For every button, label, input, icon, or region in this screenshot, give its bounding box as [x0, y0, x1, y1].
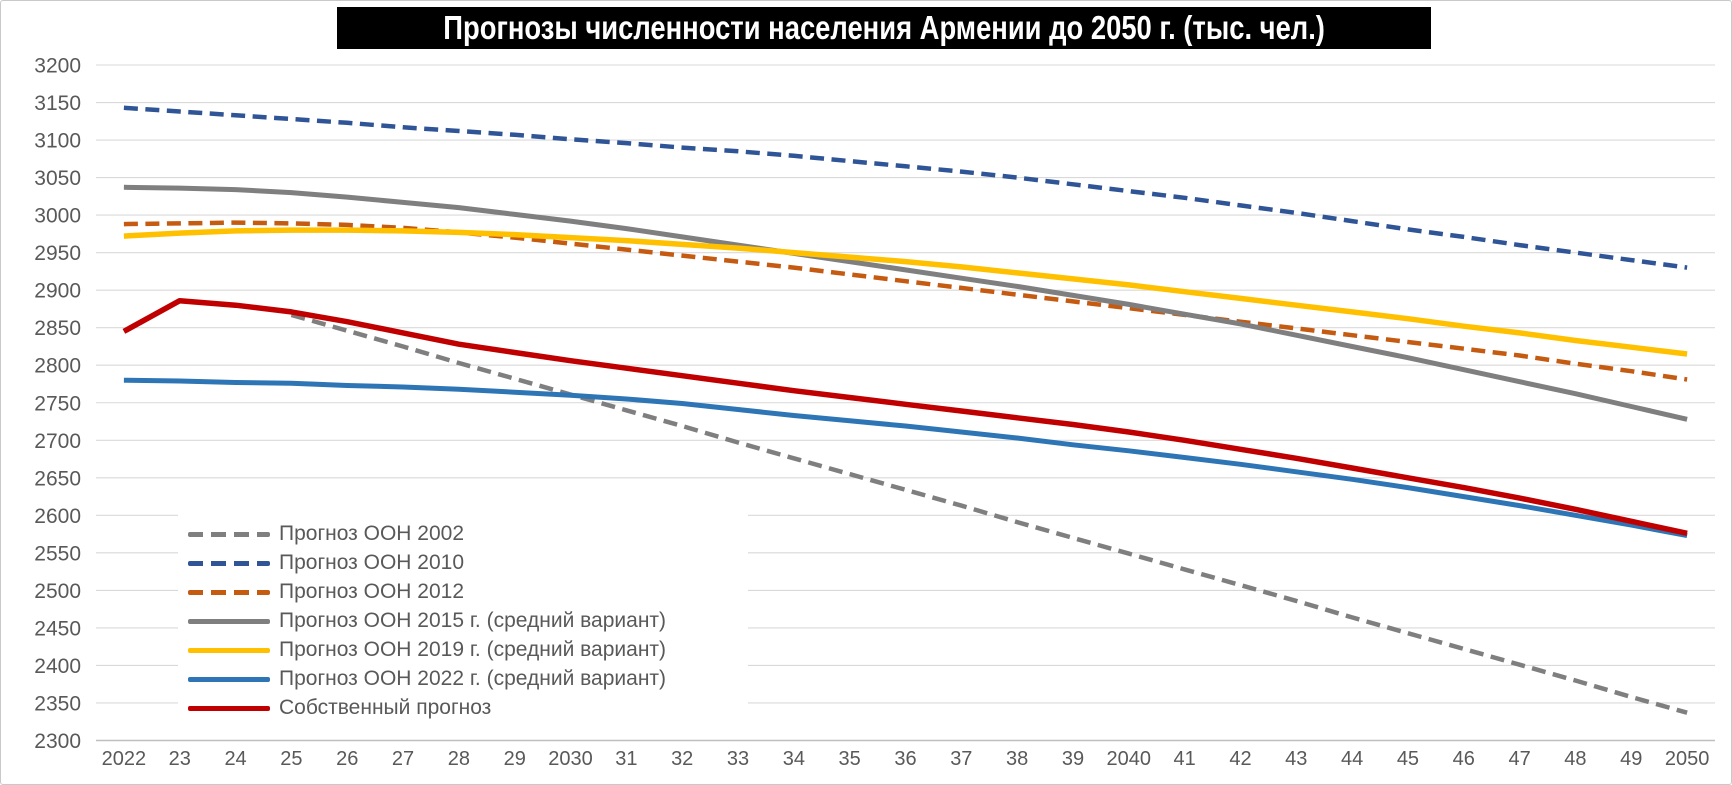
- y-tick-label: 3200: [34, 55, 81, 78]
- legend-label: Прогноз ООН 2015 г. (средний вариант): [279, 609, 667, 632]
- y-tick-label: 2350: [34, 692, 81, 715]
- legend-swatch: [188, 618, 270, 624]
- x-tick-label: 2030: [548, 748, 593, 770]
- x-tick-label: 26: [336, 748, 358, 770]
- series-line: [123, 105, 1688, 270]
- legend-label: Прогноз ООН 2010: [279, 551, 465, 574]
- y-tick-label: 2750: [34, 392, 81, 415]
- legend: Прогноз ООН 2002 Прогноз ООН 2010 Прогноз …: [178, 506, 748, 736]
- x-tick-label: 47: [1508, 748, 1530, 770]
- y-tick-label: 2300: [34, 730, 81, 753]
- legend-swatch: [188, 560, 270, 566]
- y-tick-label: 3050: [34, 167, 81, 190]
- legend-item: Прогноз ООН 2022 г. (средний вариант): [188, 665, 748, 694]
- y-tick-label: 2900: [34, 280, 81, 303]
- legend-item: Прогноз ООН 2010: [188, 549, 748, 578]
- x-tick-label: 49: [1620, 748, 1642, 770]
- legend-item: Прогноз ООН 2012: [188, 578, 748, 607]
- chart-title-bar: Прогнозы численности населения Армении д…: [337, 7, 1431, 49]
- y-tick-label: 3150: [34, 92, 81, 115]
- x-tick-label: 44: [1341, 748, 1363, 770]
- legend-item: Прогноз ООН 2019 г. (средний вариант): [188, 636, 748, 665]
- x-tick-label: 36: [894, 748, 916, 770]
- x-tick-label: 35: [839, 748, 861, 770]
- x-tick-label: 38: [1006, 748, 1028, 770]
- x-tick-label: 45: [1397, 748, 1419, 770]
- x-tick-label: 27: [392, 748, 414, 770]
- series-line: [290, 312, 1688, 715]
- y-tick-label: 2950: [34, 242, 81, 265]
- chart-title: Прогнозы численности населения Армении д…: [443, 9, 1325, 46]
- legend-label: Прогноз ООН 2002: [279, 522, 465, 545]
- series-line: [122, 297, 1688, 536]
- y-tick-label: 3000: [34, 205, 81, 228]
- x-tick-label: 33: [727, 748, 749, 770]
- x-tick-label: 46: [1453, 748, 1475, 770]
- x-tick-label: 39: [1062, 748, 1084, 770]
- x-tick-label: 24: [224, 748, 246, 770]
- legend-swatch: [188, 676, 270, 682]
- legend-item: Прогноз ООН 2002: [188, 520, 748, 549]
- x-tick-label: 2040: [1107, 748, 1152, 770]
- series-line: [123, 184, 1688, 422]
- y-tick-label: 2400: [34, 655, 81, 678]
- legend-swatch: [188, 705, 270, 711]
- x-tick-label: 23: [169, 748, 191, 770]
- y-tick-label: 2800: [34, 355, 81, 378]
- x-tick-label: 31: [615, 748, 637, 770]
- legend-item: Прогноз ООН 2015 г. (средний вариант): [188, 607, 748, 636]
- legend-label: Прогноз ООН 2012: [279, 580, 465, 603]
- x-tick-label: 28: [448, 748, 470, 770]
- x-tick-label: 42: [1229, 748, 1251, 770]
- x-tick-label: 25: [280, 748, 302, 770]
- y-tick-label: 2700: [34, 430, 81, 453]
- x-tick-label: 32: [671, 748, 693, 770]
- y-tick-label: 2450: [34, 617, 81, 640]
- y-tick-label: 2500: [34, 580, 81, 603]
- series-line: [123, 377, 1688, 539]
- x-tick-label: 48: [1564, 748, 1586, 770]
- x-tick-label: 2050: [1665, 748, 1710, 770]
- x-tick-label: 29: [504, 748, 526, 770]
- x-tick-label: 41: [1174, 748, 1196, 770]
- series-line: [123, 227, 1688, 357]
- legend-label: Собственный прогноз: [279, 696, 492, 719]
- legend-swatch: [188, 589, 270, 595]
- x-tick-label: 2022: [102, 748, 147, 770]
- y-tick-label: 3100: [34, 130, 81, 153]
- y-tick-label: 2650: [34, 467, 81, 490]
- x-tick-label: 37: [950, 748, 972, 770]
- legend-label: Прогноз ООН 2019 г. (средний вариант): [279, 638, 667, 661]
- series-line: [123, 220, 1688, 382]
- legend-label: Прогноз ООН 2022 г. (средний вариант): [279, 667, 667, 690]
- legend-swatch: [188, 531, 270, 537]
- y-tick-label: 2600: [34, 505, 81, 528]
- x-tick-label: 43: [1285, 748, 1307, 770]
- legend-item: Собственный прогноз: [188, 694, 748, 723]
- y-tick-label: 2850: [34, 317, 81, 340]
- x-tick-label: 34: [783, 748, 805, 770]
- legend-swatch: [188, 647, 270, 653]
- y-tick-label: 2550: [34, 542, 81, 565]
